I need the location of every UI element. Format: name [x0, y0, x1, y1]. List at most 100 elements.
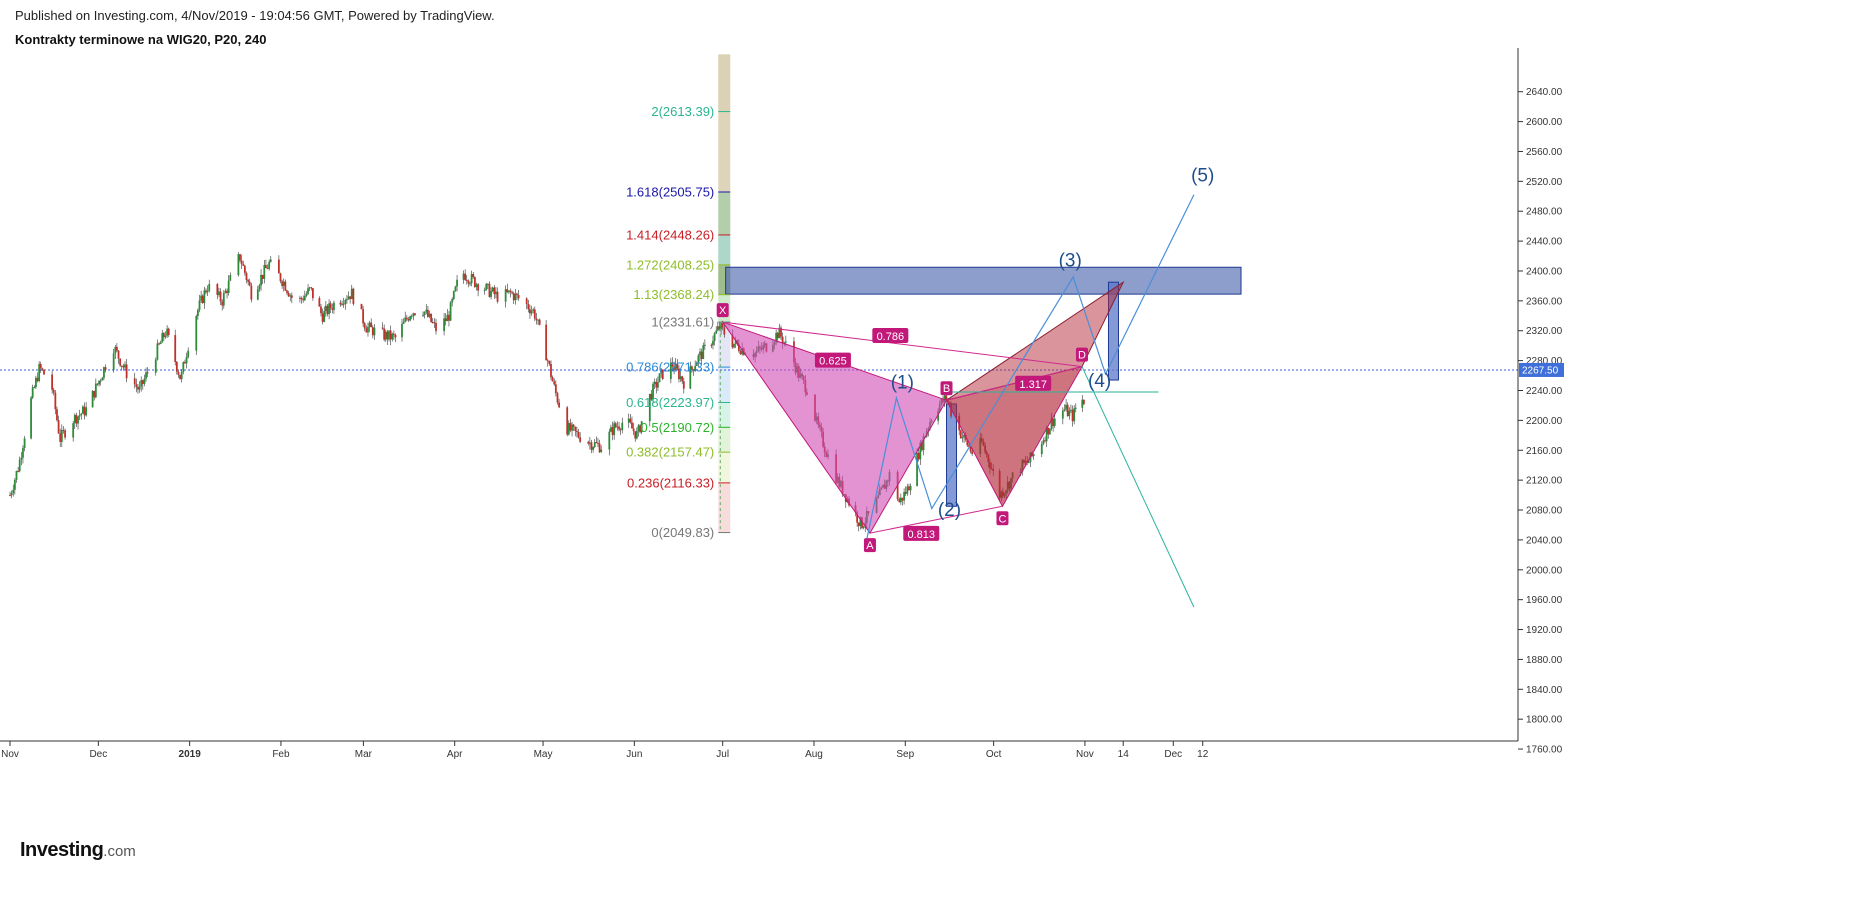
- candle-body: [1068, 410, 1071, 417]
- fib-level-label: 0(2049.83): [651, 525, 714, 540]
- candle-body: [310, 287, 313, 289]
- candle-body: [367, 326, 369, 333]
- candle-body: [469, 283, 471, 285]
- pattern-point-x: X: [716, 303, 729, 318]
- candle-body: [31, 387, 34, 398]
- candle-body: [226, 290, 228, 293]
- candle-body: [410, 316, 413, 318]
- candle-body: [1065, 404, 1067, 410]
- candle-body: [324, 305, 327, 312]
- candle-body: [250, 285, 253, 300]
- candle-body: [320, 306, 322, 314]
- ratio-tag: 0.625: [814, 352, 851, 368]
- candle-body: [78, 415, 81, 417]
- candle-body: [370, 322, 373, 328]
- candle-body: [961, 437, 964, 439]
- candle-body: [405, 317, 408, 320]
- candle-body: [161, 333, 164, 343]
- candle-body: [303, 295, 306, 301]
- candle-body: [140, 380, 143, 387]
- fib-level-label: 0.618(2223.97): [626, 395, 714, 410]
- candle-body: [51, 374, 54, 390]
- x-tick-label: Apr: [447, 749, 463, 760]
- candle-body: [490, 291, 492, 297]
- candle-body: [608, 431, 611, 450]
- candle-body: [282, 281, 285, 286]
- x-tick-label: Jul: [716, 749, 729, 760]
- wave-label: (5): [1191, 165, 1214, 186]
- y-tick-label: 2520.00: [1526, 177, 1563, 188]
- candle-body: [496, 291, 499, 302]
- candle-body: [576, 431, 578, 433]
- candle-body: [967, 445, 970, 447]
- candle-body: [553, 381, 556, 385]
- candle-body: [344, 299, 347, 305]
- fib-band: [718, 482, 731, 533]
- candle-body: [1045, 427, 1048, 442]
- candle-body: [921, 442, 923, 451]
- candle-body: [1053, 418, 1056, 426]
- candle-body: [101, 377, 104, 381]
- candle-body: [695, 362, 698, 367]
- candle-body: [431, 322, 434, 324]
- x-tick-label: Mar: [355, 749, 373, 760]
- candle-body: [963, 435, 965, 438]
- candle-body: [10, 493, 13, 496]
- candle-body: [444, 318, 447, 322]
- candle-body: [657, 382, 659, 388]
- candle-body: [38, 364, 41, 382]
- candle-body: [371, 327, 374, 336]
- candle-body: [423, 311, 426, 315]
- candle-body: [443, 318, 445, 332]
- candle-body: [619, 429, 622, 431]
- candle-body: [454, 286, 457, 292]
- candle-body: [692, 369, 695, 371]
- candle-body: [54, 392, 57, 410]
- candle-body: [135, 384, 138, 387]
- candle-body: [943, 395, 946, 403]
- candle-body: [966, 439, 969, 446]
- ratio-label: 1.317: [1019, 379, 1047, 391]
- candle-body: [517, 294, 520, 299]
- candle-body: [535, 318, 538, 321]
- candle-body: [114, 346, 117, 354]
- axes: 1760.00 1800.00 1840.00 1880.00 1920.00 1960.…: [0, 48, 1564, 760]
- candle-body: [158, 343, 160, 345]
- fib-level-label: 0.786(2271.33): [626, 360, 714, 375]
- ratio-label: 0.813: [908, 529, 936, 541]
- candle-body: [311, 288, 314, 299]
- candle-body: [222, 293, 225, 306]
- candle-body: [530, 310, 533, 314]
- candle-body: [20, 457, 23, 460]
- candle-body: [716, 326, 719, 331]
- candle-body: [290, 295, 293, 298]
- candle-body: [240, 260, 243, 265]
- fib-labels: 2(2613.39) 1.618(2505.75) 1.414(2448.26) 1.…: [626, 104, 731, 540]
- candle-body: [341, 303, 343, 305]
- candle-body: [146, 372, 149, 374]
- bd-line: [946, 366, 1083, 401]
- candle-body: [269, 259, 272, 262]
- candle-body: [81, 406, 84, 414]
- candle-body: [203, 290, 206, 304]
- candle-body: [218, 291, 220, 295]
- candle-body: [548, 361, 551, 365]
- candle-body: [80, 413, 83, 416]
- candle-body: [898, 499, 901, 503]
- candle-body: [511, 292, 514, 294]
- candle-body: [629, 418, 632, 423]
- candle-body: [174, 335, 177, 362]
- candle-body: [780, 327, 782, 337]
- target-box: [946, 403, 958, 507]
- candle-body: [289, 295, 292, 297]
- target-box: [1107, 281, 1119, 381]
- pattern-point-d: D: [1075, 347, 1088, 362]
- candle-body: [166, 328, 169, 336]
- candle-body: [660, 369, 663, 374]
- candle-body: [388, 330, 390, 340]
- candle-body: [715, 330, 718, 334]
- candle-body: [305, 293, 308, 296]
- candle-body: [41, 368, 44, 370]
- candle-body: [206, 290, 209, 293]
